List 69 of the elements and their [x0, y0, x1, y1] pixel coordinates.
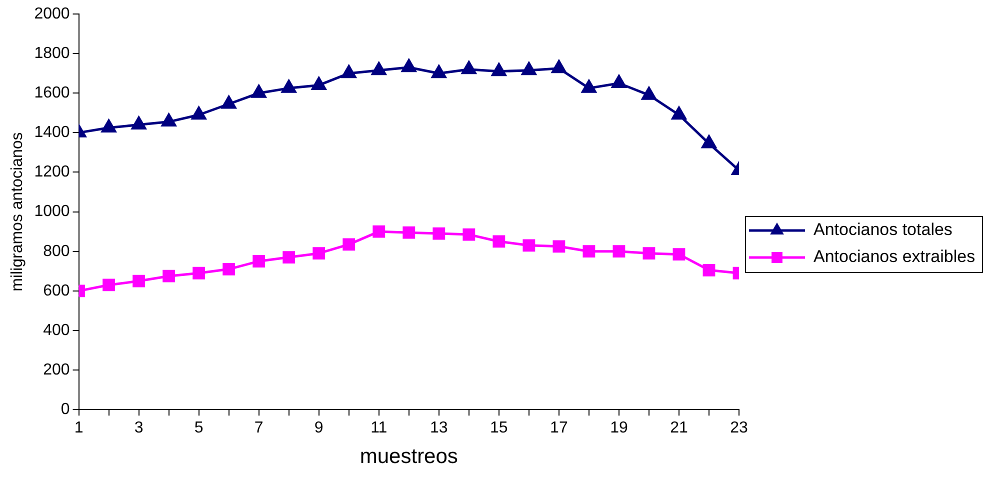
x-axis-title: muestreos: [360, 445, 458, 468]
point: [132, 274, 146, 288]
x-tick-label: 3: [134, 420, 144, 437]
y-tick-label: 1400: [34, 124, 70, 142]
y-tick-label: 1800: [34, 44, 70, 62]
y-tick-label: 600: [43, 282, 70, 300]
point: [672, 106, 686, 120]
point: [582, 245, 596, 258]
point: [162, 270, 176, 282]
point: [432, 227, 446, 240]
y-tick-label: 2000: [34, 5, 70, 22]
x-tick-label: 1: [74, 420, 84, 437]
point: [102, 278, 116, 292]
y-tick-label: 0: [60, 401, 70, 418]
x-tick-label: 23: [730, 420, 748, 437]
point: [162, 114, 176, 127]
point: [402, 226, 416, 239]
point: [222, 262, 236, 276]
point: [672, 248, 686, 261]
y-tick-label: 800: [43, 242, 70, 260]
point: [702, 264, 716, 276]
point: [192, 106, 206, 120]
point: [312, 76, 326, 90]
x-tick-label: 5: [194, 420, 204, 437]
point: [492, 235, 506, 248]
y-tick-label: 400: [43, 322, 70, 339]
point: [552, 60, 566, 74]
point: [222, 96, 236, 109]
y-tick-label: 1600: [34, 84, 70, 102]
point: [342, 65, 356, 78]
x-tick-label: 15: [490, 420, 508, 437]
point: [282, 80, 296, 93]
point: [312, 247, 326, 260]
point: [612, 74, 626, 88]
x-tick-label: 9: [314, 420, 324, 437]
point: [492, 63, 506, 76]
x-tick-label: 7: [254, 420, 264, 437]
point: [402, 59, 416, 72]
point: [372, 225, 386, 238]
legend-label: Antocianos extraibles: [814, 247, 976, 266]
point: [522, 62, 536, 76]
point: [702, 135, 716, 148]
point: [462, 61, 476, 74]
x-tick-label: 11: [370, 420, 388, 437]
x-tick-label: 21: [670, 420, 688, 437]
point: [642, 247, 656, 260]
point: [342, 238, 356, 251]
point: [432, 65, 446, 78]
point: [612, 245, 626, 258]
y-tick-label: 1000: [34, 203, 70, 220]
point: [522, 239, 536, 252]
point: [132, 116, 146, 130]
y-axis-title: miligramos antocianos: [9, 132, 26, 292]
x-tick-label: 13: [430, 420, 448, 437]
y-tick-label: 1200: [34, 164, 70, 181]
x-tick-label: 17: [550, 420, 568, 437]
legend-label: Antocianos totales: [814, 220, 952, 240]
point: [101, 119, 116, 132]
point: [582, 80, 596, 93]
point: [252, 84, 266, 98]
point: [252, 255, 266, 268]
point: [372, 62, 386, 76]
point: [552, 240, 566, 253]
point: [642, 86, 656, 100]
x-tick-label: 19: [610, 420, 628, 437]
point: [282, 251, 296, 264]
y-tick-label: 200: [43, 361, 70, 378]
point: [192, 266, 206, 280]
point: [462, 228, 476, 241]
